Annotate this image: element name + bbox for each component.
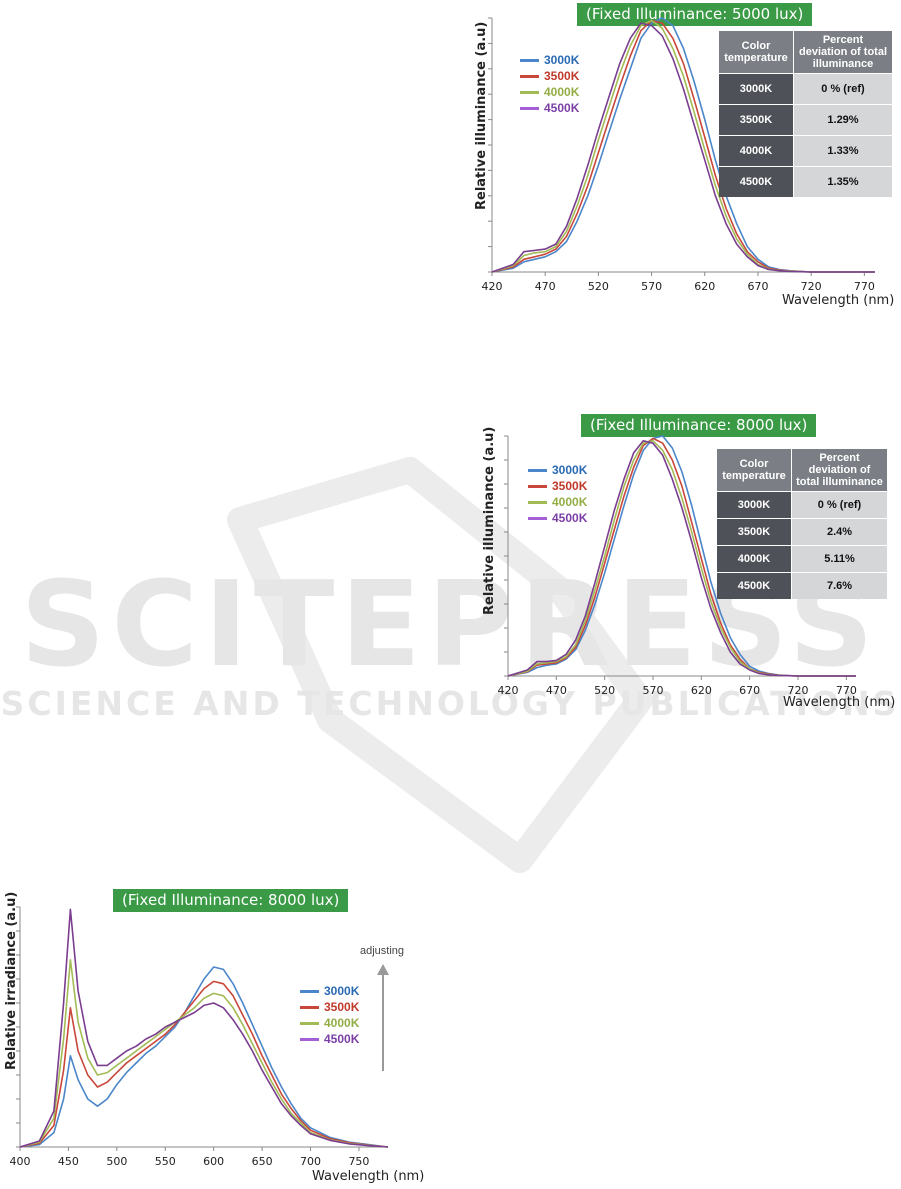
x-tick-label: 770 — [854, 280, 875, 293]
legend-item-3000k: 3000K — [300, 983, 359, 999]
table-header-ct: Color temperature — [717, 449, 791, 491]
legend-label: 3500K — [544, 69, 580, 83]
table-row: 3000K 0 % (ref) — [719, 74, 892, 104]
chart-panel-8000lux: (Fixed Illuminance: 8000 lux) Relative i… — [478, 410, 901, 715]
x-tick-label: 520 — [588, 280, 609, 293]
legend-label: 3500K — [552, 479, 588, 493]
x-tick-label: 720 — [788, 684, 809, 697]
series-line-4500k — [19, 908, 389, 1148]
x-tick-label: 720 — [801, 280, 822, 293]
legend-swatch — [528, 468, 547, 472]
chart-title-banner: (Fixed Illuminance: 5000 lux) — [577, 3, 813, 26]
table-row: 4500K 1.35% — [719, 167, 892, 197]
legend: 3000K 3500K 4000K 4500K — [528, 462, 587, 526]
x-tick-label: 420 — [498, 684, 519, 697]
legend-swatch — [528, 484, 547, 488]
x-tick-label: 570 — [643, 684, 664, 697]
legend-item-4000k: 4000K — [520, 84, 579, 100]
spectrum-plot: 420 470 520 570 620 670 720 770 — [482, 17, 875, 293]
x-axis-label: Wavelength (nm) — [312, 1169, 425, 1184]
legend-item-4500k: 4500K — [520, 100, 579, 116]
legend-item-3500k: 3500K — [300, 999, 359, 1015]
deviation-table: Color temperature Percent deviation of to… — [716, 448, 888, 600]
legend-item-3000k: 3000K — [520, 52, 579, 68]
legend-swatch — [520, 106, 539, 110]
legend-item-3500k: 3500K — [528, 478, 587, 494]
legend-swatch — [520, 90, 539, 94]
deviation-table: Color temperature Percent deviation of to… — [718, 30, 893, 198]
x-tick-label: 620 — [694, 280, 715, 293]
x-tick-label: 600 — [203, 1155, 224, 1168]
table-header-dev: Percent deviation of total illuminance — [794, 31, 892, 73]
legend-label: 3500K — [324, 1000, 360, 1014]
table-row: 3500K 1.29% — [719, 105, 892, 135]
x-tick-label: 470 — [535, 280, 556, 293]
legend-item-4000k: 4000K — [528, 494, 587, 510]
legend-label: 3000K — [552, 463, 588, 477]
table-row: 3000K 0 % (ref) — [717, 492, 887, 518]
chart-panel-irradiance: (Fixed Illuminance: 8000 lux) Relative i… — [0, 885, 430, 1189]
legend: 3000K 3500K 4000K 4500K — [300, 983, 359, 1047]
chart-title-banner: (Fixed Illuminance: 8000 lux) — [113, 889, 349, 912]
table-row: 4000K 1.33% — [719, 136, 892, 166]
legend-swatch — [300, 1005, 319, 1009]
x-tick-label: 470 — [546, 684, 567, 697]
legend-swatch — [520, 58, 539, 62]
x-tick-label: 450 — [58, 1155, 79, 1168]
legend-item-3000k: 3000K — [528, 462, 587, 478]
legend-label: 4000K — [324, 1016, 360, 1030]
legend-swatch — [528, 500, 547, 504]
table-header-ct: Color temperature — [719, 31, 793, 73]
legend-label: 4500K — [324, 1032, 360, 1046]
legend-item-4500k: 4500K — [300, 1031, 359, 1047]
x-tick-label: 670 — [747, 280, 768, 293]
chart-title-banner: (Fixed Illuminance: 8000 lux) — [581, 414, 817, 437]
legend-swatch — [528, 516, 547, 520]
spectrum-plot: 420 470 520 570 620 670 720 770 — [498, 435, 857, 697]
legend-swatch — [300, 1037, 319, 1041]
x-tick-label: 770 — [836, 684, 857, 697]
spectrum-plot: 400 450 500 550 600 650 700 750 — [10, 906, 389, 1168]
x-tick-label: 650 — [252, 1155, 273, 1168]
legend-label: 4500K — [544, 101, 580, 115]
legend-item-4000k: 4000K — [300, 1015, 359, 1031]
legend-swatch — [300, 1021, 319, 1025]
table-row: 4000K 5.11% — [717, 546, 887, 572]
x-tick-label: 570 — [641, 280, 662, 293]
table-row: 3500K 2.4% — [717, 519, 887, 545]
legend-label: 4000K — [544, 85, 580, 99]
legend-label: 3000K — [324, 984, 360, 998]
table-header-dev: Percent deviation of total illuminance — [792, 449, 887, 491]
adjusting-arrow-icon — [377, 964, 389, 1071]
x-tick-label: 520 — [594, 684, 615, 697]
series-line-3000k — [19, 966, 389, 1148]
legend-swatch — [300, 989, 319, 993]
x-axis-label: Wavelength (nm) — [783, 695, 896, 710]
x-tick-label: 670 — [739, 684, 760, 697]
adjusting-note: adjusting — [360, 945, 405, 957]
x-axis-label: Wavelength (nm) — [782, 293, 895, 308]
legend-swatch — [520, 74, 539, 78]
x-tick-label: 750 — [348, 1155, 369, 1168]
series-line-4000k — [19, 959, 389, 1148]
legend-label: 4000K — [552, 495, 588, 509]
legend-item-3500k: 3500K — [520, 68, 579, 84]
series-line-4500k — [491, 22, 875, 273]
legend-label: 4500K — [552, 511, 588, 525]
series-line-3500k — [19, 980, 389, 1148]
legend-item-4500k: 4500K — [528, 510, 587, 526]
table-row: 4500K 7.6% — [717, 573, 887, 599]
x-tick-label: 400 — [10, 1155, 31, 1168]
chart-panel-5000lux: (Fixed Illuminance: 5000 lux) Relative i… — [470, 0, 901, 320]
series-line-4500k — [507, 439, 856, 677]
legend: 3000K 3500K 4000K 4500K — [520, 52, 579, 116]
x-tick-label: 620 — [691, 684, 712, 697]
legend-label: 3000K — [544, 53, 580, 67]
x-tick-label: 420 — [482, 280, 503, 293]
x-tick-label: 700 — [300, 1155, 321, 1168]
x-tick-label: 500 — [106, 1155, 127, 1168]
x-tick-label: 550 — [155, 1155, 176, 1168]
